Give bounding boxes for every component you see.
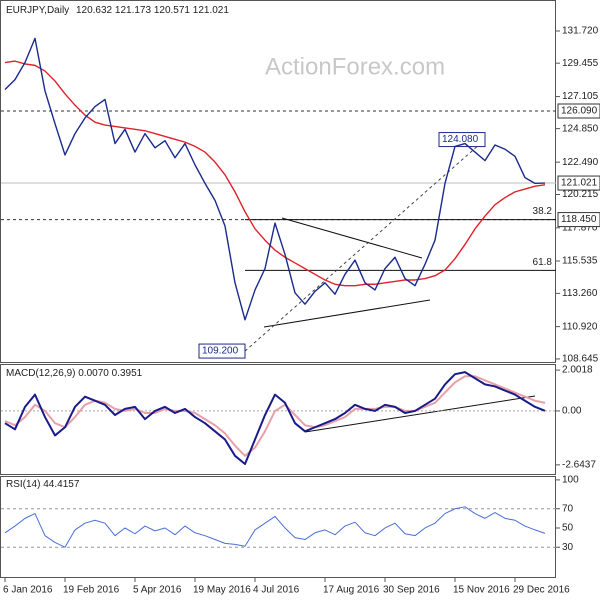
series-line xyxy=(4,375,546,457)
y-tick-label: 70 xyxy=(562,503,574,514)
price-label: 118.450 xyxy=(561,214,597,225)
fib-label: 38.2 xyxy=(533,206,553,217)
price-panel xyxy=(0,0,556,363)
macd-reading: 0.0070 xyxy=(78,368,109,379)
macd-title: MACD(12,26,9) xyxy=(6,368,75,379)
trendline xyxy=(304,395,536,433)
annotation-label: 109.200 xyxy=(202,346,239,357)
annotation-box xyxy=(198,343,246,359)
price-label: 121.021 xyxy=(561,178,598,189)
series-line xyxy=(4,371,546,465)
open: 120.632 xyxy=(76,5,113,16)
x-tick-label: 6 Jan 2016 xyxy=(3,585,53,596)
y-tick-label: 127.105 xyxy=(562,91,599,102)
fib-diagonal xyxy=(244,139,486,352)
close: 121.021 xyxy=(193,5,230,16)
y-tick-label: 108.645 xyxy=(562,354,599,365)
price-header: EURJPY,Daily 120.632 121.173 120.571 121… xyxy=(6,5,229,16)
macd-header: MACD(12,26,9) 0.0070 0.3951 xyxy=(6,368,143,379)
series-line xyxy=(4,60,546,287)
y-tick-label: 100 xyxy=(562,475,579,486)
y-tick-label: 0.00 xyxy=(562,406,582,417)
y-tick-label: 129.455 xyxy=(562,58,599,69)
x-tick-label: 15 Nov 2016 xyxy=(453,585,510,596)
y-tick-label: 110.920 xyxy=(562,321,598,332)
x-tick-label: 30 Sep 2016 xyxy=(383,585,440,596)
series-line xyxy=(4,506,546,548)
y-tick-label: 131.720 xyxy=(562,26,599,37)
x-tick-label: 4 Jul 2016 xyxy=(253,585,300,596)
x-tick-label: 17 Aug 2016 xyxy=(323,585,380,596)
trendline xyxy=(263,299,431,328)
x-tick-label: 5 Apr 2016 xyxy=(133,585,182,596)
trendline xyxy=(281,217,423,259)
y-tick-label: 2.0018 xyxy=(562,365,593,376)
macd-panel xyxy=(0,364,556,475)
y-tick-label: 113.260 xyxy=(562,288,598,299)
y-tick-label: 117.870 xyxy=(562,222,598,233)
rsi-title: RSI(14) xyxy=(6,479,40,490)
x-tick-label: 19 Feb 2016 xyxy=(63,585,120,596)
rsi-header: RSI(14) 44.4157 xyxy=(6,479,80,490)
price-label: 126.090 xyxy=(561,106,598,117)
price-label-box xyxy=(557,212,600,228)
trendlines xyxy=(263,217,536,433)
y-tick-label: -2.6437 xyxy=(562,460,596,471)
y-tick-label: 115.535 xyxy=(562,256,598,267)
y-tick-label: 122.490 xyxy=(562,157,599,168)
watermark: ActionForex.com xyxy=(265,53,445,80)
symbol: EURJPY,Daily xyxy=(6,5,69,16)
y-tick-label: 124.850 xyxy=(562,123,599,134)
price-label-box xyxy=(557,103,600,119)
y-tick-label: 120.215 xyxy=(562,189,599,200)
rsi-panel xyxy=(0,476,556,578)
rsi-reading: 44.4157 xyxy=(43,479,80,490)
y-tick-label: 50 xyxy=(562,523,574,534)
series-line xyxy=(4,37,546,321)
x-tick-label: 19 May 2016 xyxy=(193,585,251,596)
annotation-label: 124.080 xyxy=(442,134,479,145)
high: 121.173 xyxy=(115,5,152,16)
y-tick-label: 30 xyxy=(562,542,574,553)
price-label-box xyxy=(557,175,600,191)
fib-label: 61.8 xyxy=(533,257,553,268)
annotation-box xyxy=(438,132,486,148)
signal-reading: 0.3951 xyxy=(112,368,143,379)
low: 120.571 xyxy=(154,5,191,16)
x-tick-label: 29 Dec 2016 xyxy=(513,585,570,596)
